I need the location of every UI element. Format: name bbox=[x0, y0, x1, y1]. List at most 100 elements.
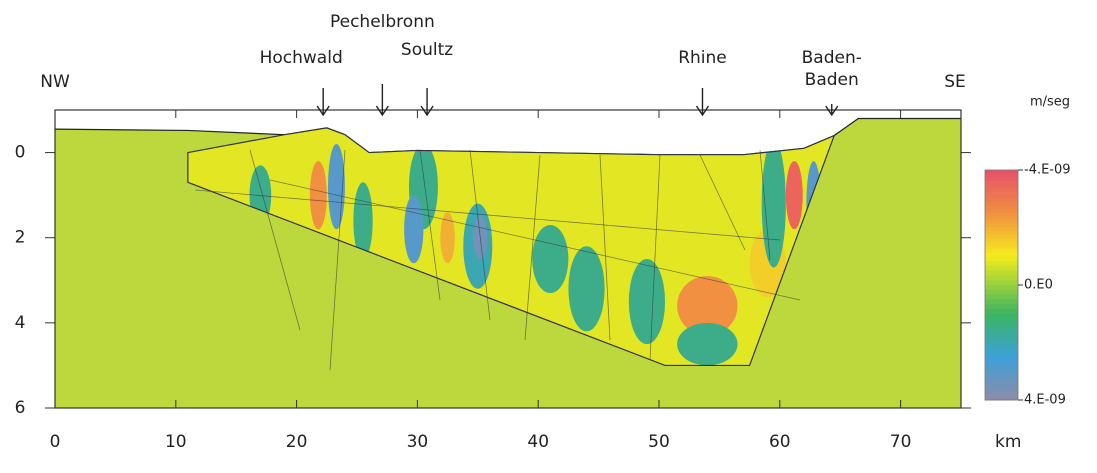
basin-outline bbox=[187, 127, 836, 367]
colorbar-segment bbox=[985, 223, 1018, 228]
colorbar-segment bbox=[985, 353, 1018, 358]
fault-line bbox=[269, 179, 801, 301]
colorbar-tick-label: 4.E-09 bbox=[1024, 393, 1066, 408]
anomaly bbox=[440, 212, 455, 264]
fault-line bbox=[419, 149, 441, 301]
x-tick-label: 10 bbox=[165, 432, 187, 452]
fault-line bbox=[469, 149, 491, 321]
location-label: Baden- Baden bbox=[801, 48, 862, 90]
location-label: Hochwald bbox=[259, 48, 343, 68]
colorbar-segment bbox=[985, 195, 1018, 200]
colorbar-segment bbox=[985, 356, 1018, 361]
colorbar-segment bbox=[985, 170, 1018, 175]
anomaly bbox=[677, 276, 738, 336]
x-tick-label: 40 bbox=[527, 432, 549, 452]
location-label: Soultz bbox=[400, 40, 454, 60]
colorbar-segment bbox=[985, 177, 1018, 182]
x-tick-label: 20 bbox=[286, 432, 308, 452]
colorbar-segment bbox=[985, 216, 1018, 221]
anomaly bbox=[353, 182, 373, 259]
colorbar-segment bbox=[985, 289, 1018, 296]
fault-line bbox=[599, 154, 611, 341]
anomaly bbox=[532, 224, 569, 294]
colorbar-segment bbox=[985, 198, 1018, 203]
colorbar-segment bbox=[985, 187, 1018, 193]
anomaly bbox=[404, 195, 424, 264]
colorbar-segment bbox=[985, 308, 1018, 315]
x-tick-label: 50 bbox=[648, 432, 670, 452]
anomaly bbox=[761, 139, 786, 268]
colorbar-segment bbox=[985, 205, 1018, 211]
colorbar-segment bbox=[985, 317, 1018, 322]
colorbar-segment bbox=[985, 256, 1018, 262]
y-tick-label: 0 bbox=[15, 143, 26, 163]
colorbar-segment bbox=[985, 265, 1018, 272]
compass-left: NW bbox=[40, 72, 70, 92]
fault-line bbox=[699, 154, 746, 251]
colorbar-segment bbox=[985, 294, 1018, 300]
colorbar-segment bbox=[985, 392, 1018, 397]
fault-line bbox=[329, 149, 346, 371]
colorbar-segment bbox=[985, 202, 1018, 207]
location-arrow bbox=[825, 104, 839, 117]
location-arrow bbox=[316, 88, 330, 117]
x-tick-label: 60 bbox=[769, 432, 791, 452]
anomaly bbox=[628, 259, 666, 345]
colorbar-segment bbox=[985, 227, 1018, 232]
colorbar-segment bbox=[985, 234, 1018, 239]
colorbar-segment bbox=[985, 299, 1018, 305]
colorbar-segment bbox=[985, 349, 1018, 354]
colorbar-segment bbox=[985, 209, 1018, 214]
colorbar-segment bbox=[985, 245, 1018, 250]
colorbar-segment bbox=[985, 249, 1018, 254]
anomaly bbox=[677, 322, 738, 366]
colorbar-segment bbox=[985, 270, 1018, 276]
colorbar-segment bbox=[985, 338, 1018, 343]
colorbar-segment bbox=[985, 331, 1018, 336]
location-arrow bbox=[420, 88, 434, 117]
fault-line bbox=[649, 154, 661, 361]
colorbar-segment bbox=[985, 385, 1018, 390]
colorbar-segment bbox=[985, 184, 1018, 189]
colorbar-segment bbox=[985, 328, 1018, 333]
colorbar-segment bbox=[985, 335, 1018, 340]
colorbar-segment bbox=[985, 313, 1018, 318]
anomaly bbox=[568, 246, 605, 332]
fault-line bbox=[759, 149, 771, 261]
y-tick-label: 2 bbox=[15, 228, 26, 248]
colorbar-segment bbox=[985, 346, 1018, 351]
colorbar-segment bbox=[985, 231, 1018, 236]
colorbar-label: m/seg bbox=[1030, 95, 1070, 110]
colorbar-segment bbox=[985, 173, 1018, 178]
sky bbox=[55, 110, 961, 155]
colorbar-segment bbox=[985, 320, 1018, 326]
colorbar-segment bbox=[985, 220, 1018, 225]
colorbar-segment bbox=[985, 285, 1018, 291]
y-tick-label: 6 bbox=[15, 398, 26, 418]
colorbar-segment bbox=[985, 180, 1018, 185]
colorbar-segment bbox=[985, 241, 1018, 246]
colorbar-tick-label: -4.E-09 bbox=[1024, 163, 1071, 178]
colorbar-segment bbox=[985, 191, 1018, 196]
compass-right: SE bbox=[944, 72, 966, 92]
fault-line bbox=[249, 149, 301, 331]
colorbar-segment bbox=[985, 275, 1018, 281]
colorbar-segment bbox=[985, 378, 1018, 383]
colorbar-tick-label: 0.E0 bbox=[1024, 278, 1053, 293]
location-label: Pechelbronn bbox=[329, 12, 435, 32]
location-arrow bbox=[375, 84, 389, 117]
x-tick-label: 30 bbox=[407, 432, 429, 452]
colorbar-segment bbox=[985, 367, 1018, 372]
colorbar-segment bbox=[985, 396, 1018, 401]
colorbar-segment bbox=[985, 324, 1018, 329]
colorbar-segment bbox=[985, 342, 1018, 347]
anomaly bbox=[309, 161, 327, 230]
colorbar-segment bbox=[985, 280, 1018, 286]
colorbar-segment bbox=[985, 238, 1018, 243]
fault-line bbox=[194, 189, 781, 241]
x-tick-label: 70 bbox=[890, 432, 912, 452]
location-arrow bbox=[695, 88, 710, 117]
fault-line bbox=[524, 154, 541, 341]
